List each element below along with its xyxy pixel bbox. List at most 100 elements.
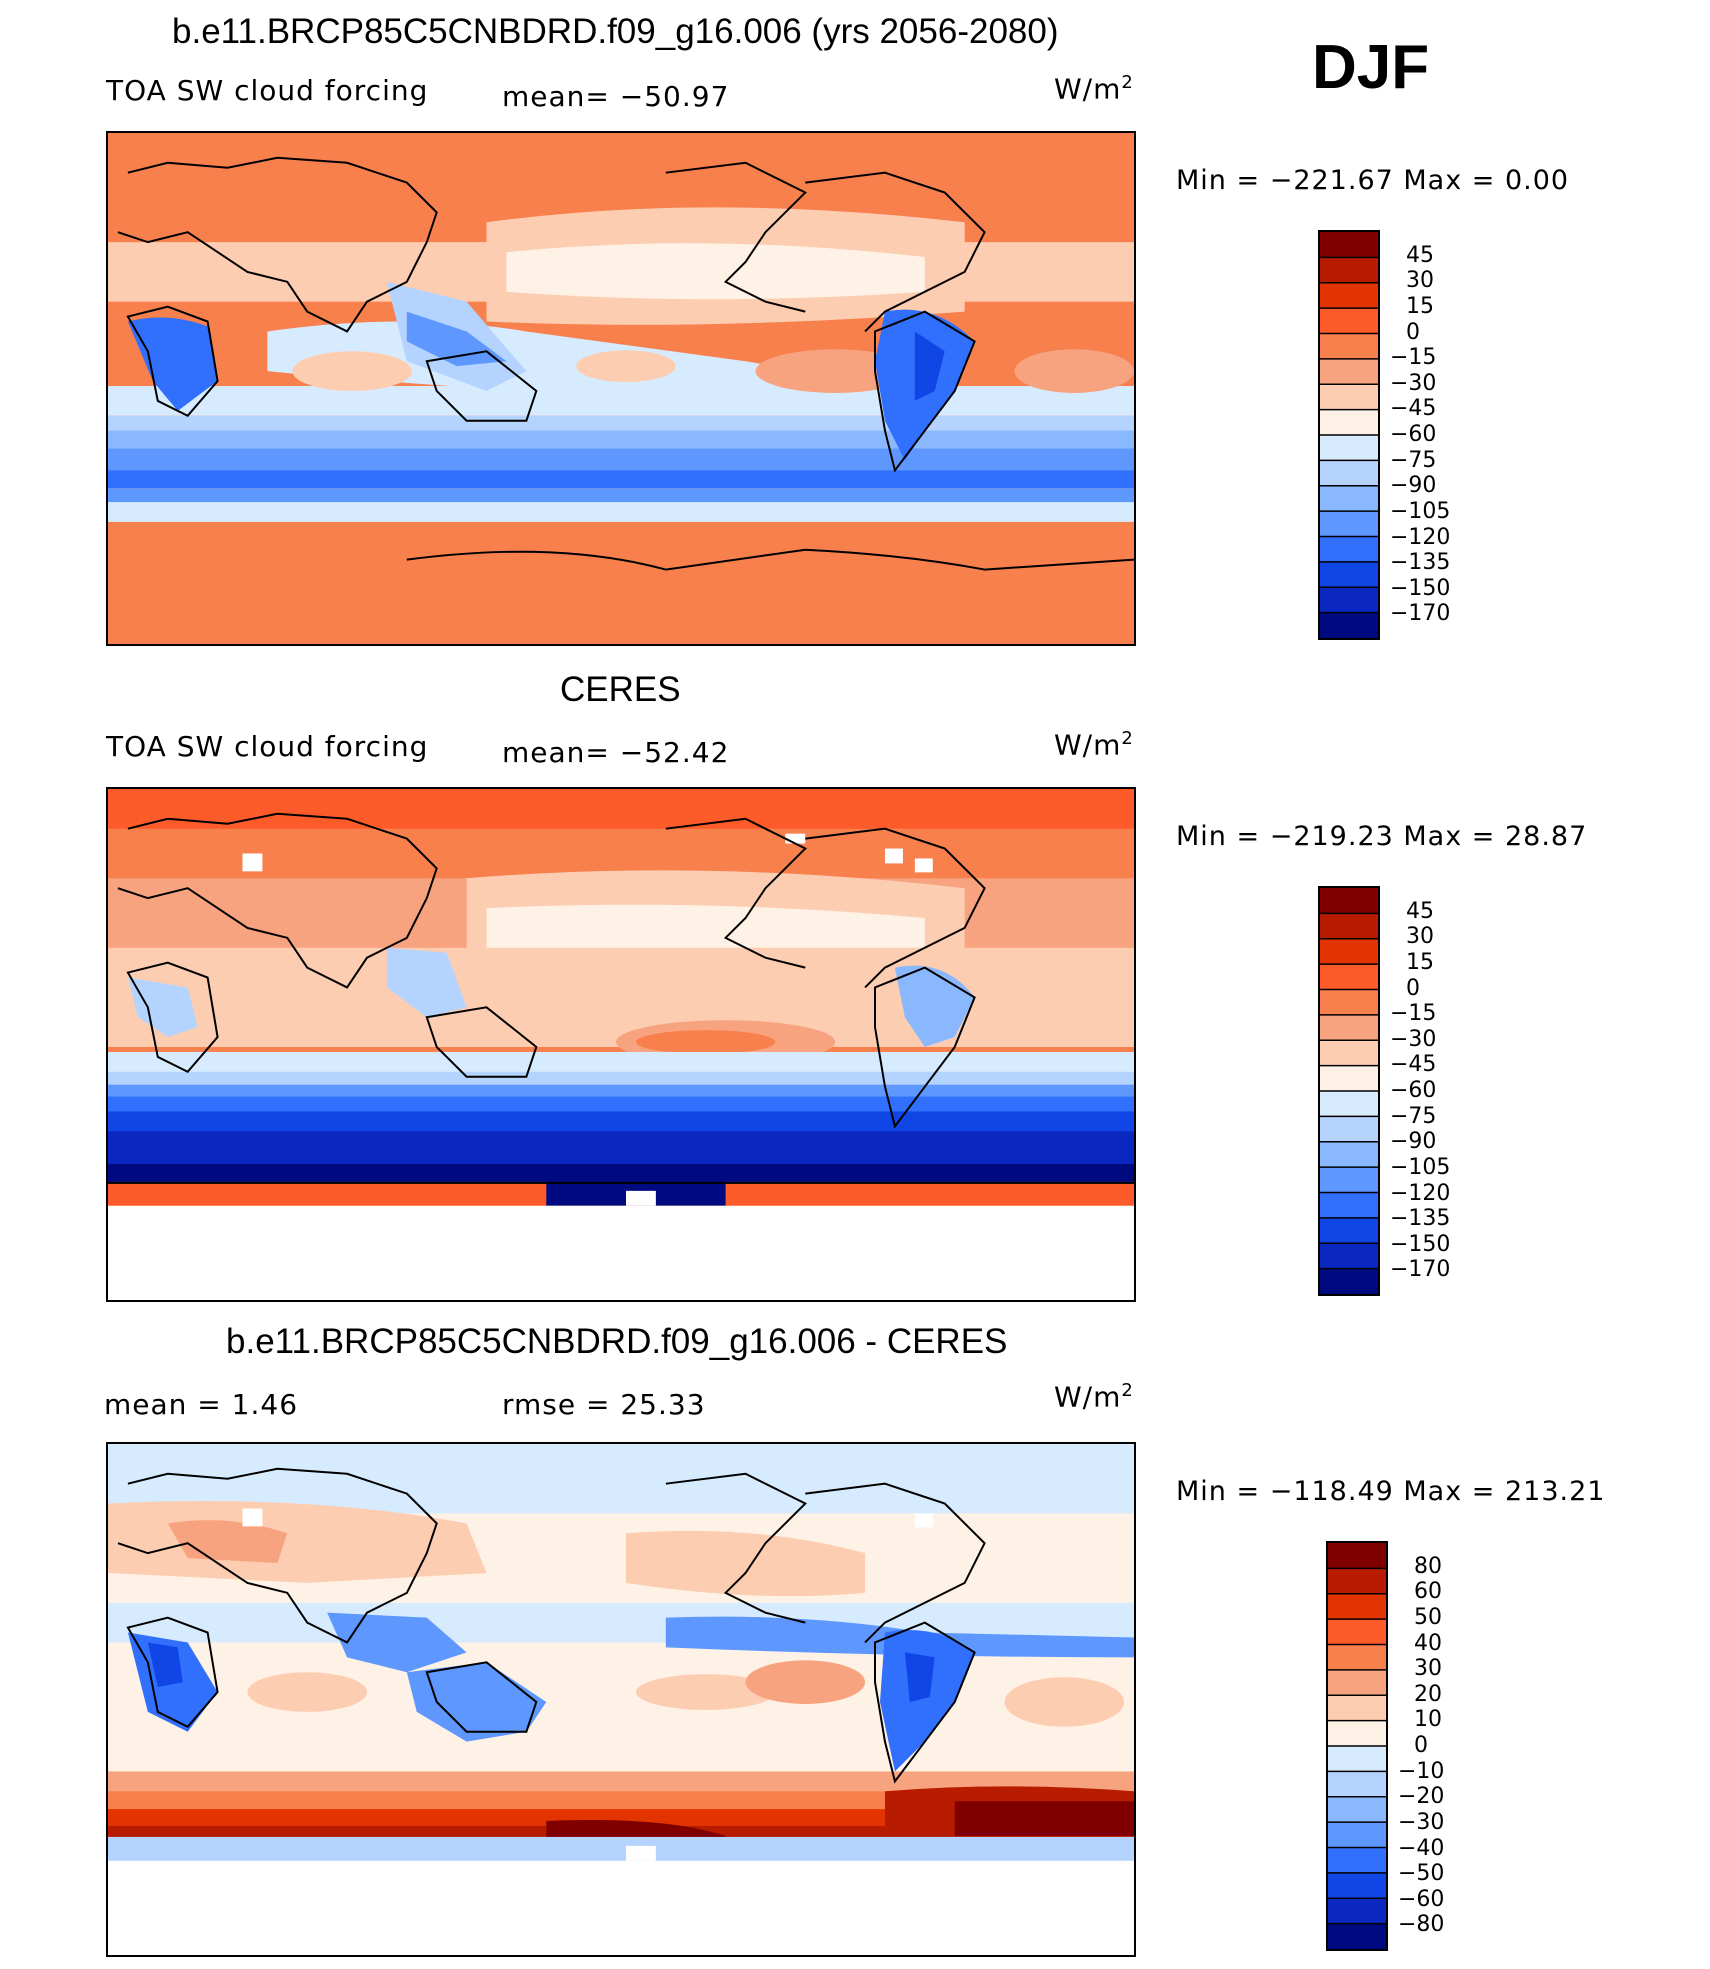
panel2-units: W/m2 [1054, 728, 1134, 762]
colorbar-tick-label: −90 [1390, 1129, 1437, 1155]
colorbar-tick-label: −150 [1390, 575, 1451, 601]
colorbar-swatch [1328, 1898, 1386, 1925]
colorbar-tick-label: −170 [1390, 1257, 1451, 1283]
colorbar-tick-label: 45 [1406, 242, 1434, 268]
colorbar-tick-label: −90 [1390, 473, 1437, 499]
colorbar-swatch [1320, 888, 1378, 914]
panel2-mean: mean= −52.42 [502, 736, 730, 769]
colorbar-tick-label: −105 [1390, 1154, 1451, 1180]
colorbar-tick-label: −120 [1390, 1180, 1451, 1206]
colorbar-tick-label: −120 [1390, 524, 1451, 550]
colorbar-swatch [1320, 257, 1378, 284]
panel2-minmax: Min = −219.23 Max = 28.87 [1176, 821, 1588, 852]
panel1-map-canvas [108, 133, 1134, 644]
colorbar-tick-label: 10 [1414, 1707, 1442, 1733]
colorbar-swatch [1328, 1568, 1386, 1595]
colorbar-swatch [1320, 561, 1378, 588]
colorbar-swatch [1320, 232, 1378, 258]
colorbar-swatch [1328, 1923, 1386, 1949]
colorbar-tick-label: 45 [1406, 898, 1434, 924]
colorbar-tick-label: 0 [1406, 975, 1420, 1001]
colorbar-swatch [1328, 1669, 1386, 1696]
colorbar-tick-label: −80 [1398, 1912, 1445, 1938]
colorbar-swatch [1328, 1771, 1386, 1798]
colorbar-tick-label: −30 [1390, 1026, 1437, 1052]
colorbar-tick-label: 80 [1414, 1553, 1442, 1579]
colorbar-swatch [1320, 989, 1378, 1016]
colorbar-tick-label: 20 [1414, 1681, 1442, 1707]
colorbar-swatch [1320, 282, 1378, 309]
colorbar-tick-label: −105 [1390, 498, 1451, 524]
colorbar-tick-label: −170 [1390, 601, 1451, 627]
colorbar-swatch [1320, 409, 1378, 436]
colorbar-tick-label: −60 [1390, 422, 1437, 447]
colorbar-tick-label: 40 [1414, 1630, 1442, 1656]
colorbar-swatch [1328, 1822, 1386, 1848]
colorbar-tick-label: −45 [1390, 1052, 1437, 1078]
panel3-colorbar [1326, 1541, 1388, 1951]
colorbar-tick-label: −20 [1398, 1784, 1445, 1810]
colorbar-swatch [1320, 333, 1378, 360]
colorbar-tick-label: −10 [1398, 1758, 1445, 1784]
colorbar-tick-label: −45 [1390, 396, 1437, 422]
colorbar-swatch [1320, 1091, 1378, 1117]
colorbar-tick-label: −135 [1390, 1206, 1451, 1232]
colorbar-tick-label: −15 [1390, 1001, 1437, 1027]
panel1-mean: mean= −50.97 [502, 80, 730, 113]
panel1-units: W/m2 [1054, 72, 1134, 106]
colorbar-swatch [1320, 384, 1378, 411]
colorbar-tick-label: −75 [1390, 1103, 1437, 1129]
colorbar-swatch [1320, 1217, 1378, 1244]
panel3-rmse: rmse = 25.33 [502, 1388, 706, 1421]
colorbar-swatch [1320, 485, 1378, 512]
colorbar-swatch [1320, 1040, 1378, 1067]
panel2-colorbar [1318, 886, 1380, 1296]
colorbar-swatch [1320, 1141, 1378, 1168]
colorbar-tick-label: −30 [1390, 370, 1437, 396]
colorbar-swatch [1320, 1167, 1378, 1193]
colorbar-tick-label: 60 [1414, 1579, 1442, 1605]
panel2-map-canvas [108, 789, 1134, 1300]
panel3-map [106, 1442, 1136, 1957]
panel2-title: CERES [560, 670, 681, 709]
colorbar-swatch [1320, 1268, 1378, 1294]
colorbar-tick-label: 15 [1406, 949, 1434, 975]
colorbar-swatch [1320, 1065, 1378, 1092]
colorbar-tick-label: −50 [1398, 1861, 1445, 1887]
colorbar-swatch [1328, 1847, 1386, 1874]
colorbar-tick-label: 30 [1406, 268, 1434, 294]
colorbar-swatch [1320, 587, 1378, 614]
colorbar-tick-label: 15 [1406, 293, 1434, 319]
colorbar-tick-label: −15 [1390, 345, 1437, 371]
colorbar-swatch [1320, 1014, 1378, 1041]
panel3-minmax: Min = −118.49 Max = 213.21 [1176, 1476, 1606, 1507]
panel3-mean: mean = 1.46 [104, 1388, 299, 1421]
panel1-title: b.e11.BRCP85C5CNBDRD.f09_g16.006 (yrs 20… [172, 12, 1059, 51]
panel3-colorbar-canvas [1328, 1543, 1386, 1949]
colorbar-swatch [1320, 435, 1378, 461]
colorbar-swatch [1328, 1619, 1386, 1645]
panel1-variable: TOA SW cloud forcing [106, 74, 429, 107]
colorbar-swatch [1320, 1243, 1378, 1270]
colorbar-tick-label: −40 [1398, 1835, 1445, 1861]
colorbar-tick-label: 30 [1414, 1656, 1442, 1682]
colorbar-swatch [1320, 612, 1378, 638]
colorbar-tick-label: 30 [1406, 924, 1434, 950]
colorbar-tick-label: −135 [1390, 550, 1451, 576]
colorbar-swatch [1320, 964, 1378, 990]
colorbar-tick-label: 0 [1414, 1733, 1428, 1758]
panel3-units: W/m2 [1054, 1380, 1134, 1414]
colorbar-swatch [1328, 1796, 1386, 1823]
colorbar-swatch [1328, 1872, 1386, 1899]
panel3-title: b.e11.BRCP85C5CNBDRD.f09_g16.006 - CERES [226, 1322, 1008, 1361]
panel1-colorbar-canvas [1320, 232, 1378, 638]
colorbar-swatch [1328, 1695, 1386, 1722]
colorbar-swatch [1328, 1746, 1386, 1772]
colorbar-swatch [1320, 358, 1378, 385]
colorbar-swatch [1320, 1192, 1378, 1219]
colorbar-tick-label: −150 [1390, 1231, 1451, 1257]
season-label: DJF [1312, 33, 1430, 102]
panel3-map-canvas [108, 1444, 1134, 1955]
panel1-map [106, 131, 1136, 646]
colorbar-swatch [1320, 511, 1378, 537]
